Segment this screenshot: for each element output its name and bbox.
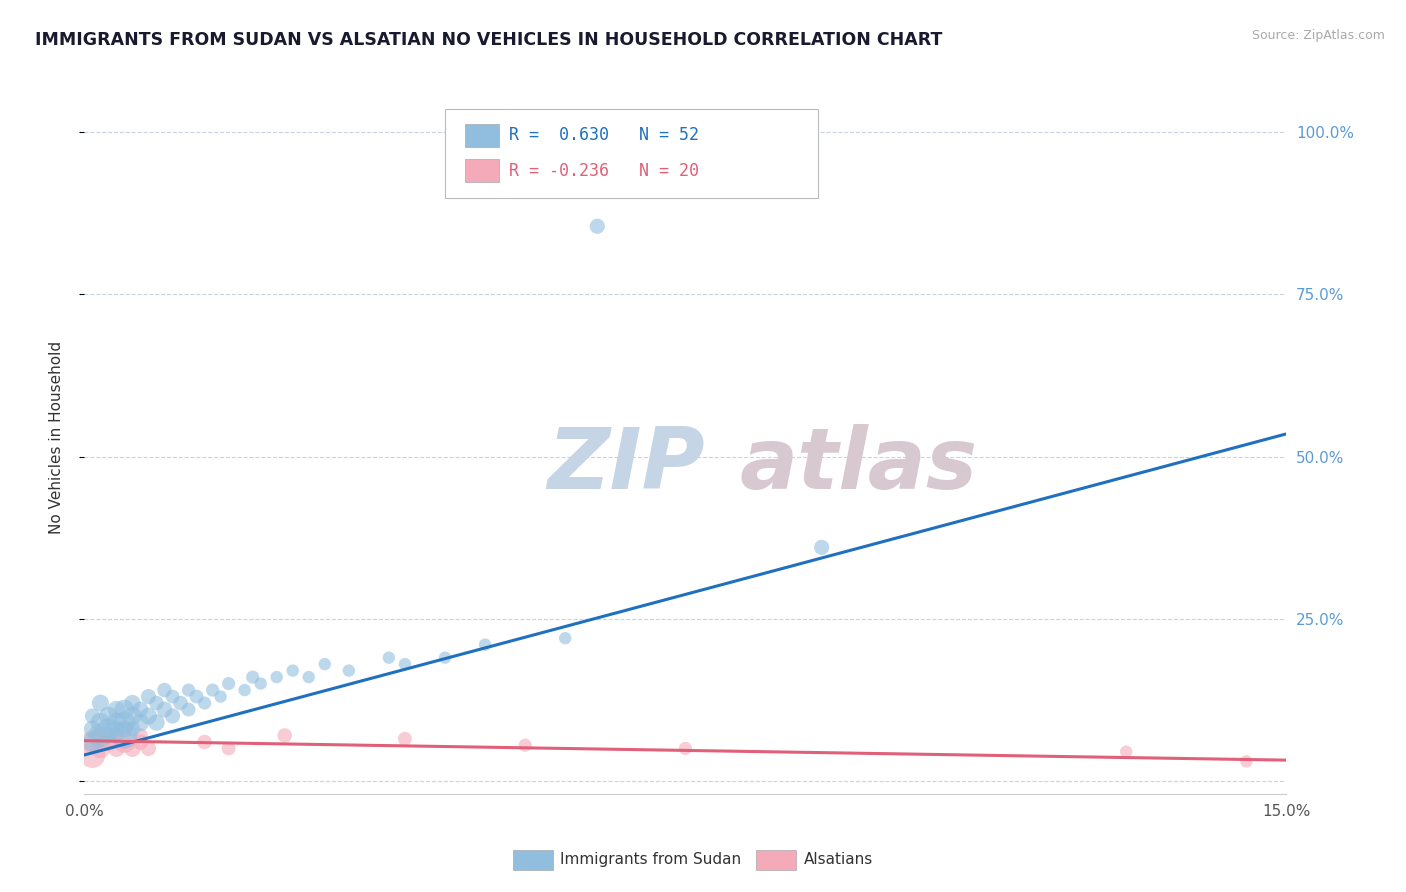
Point — [82, 747, 104, 762]
Point — [105, 715, 128, 730]
Point — [249, 676, 271, 690]
Point — [82, 735, 104, 749]
Point — [314, 657, 336, 672]
Point — [97, 735, 120, 749]
Point — [114, 729, 135, 743]
Point — [121, 696, 143, 710]
FancyBboxPatch shape — [446, 109, 818, 198]
Point — [162, 709, 184, 723]
Point — [114, 722, 135, 736]
Point — [474, 638, 496, 652]
Point — [586, 219, 609, 234]
Point — [138, 690, 160, 704]
Point — [186, 690, 208, 704]
Point — [114, 702, 135, 716]
Point — [515, 738, 537, 752]
Point — [105, 702, 128, 716]
Point — [194, 735, 217, 749]
Point — [89, 729, 111, 743]
Text: ZIP: ZIP — [547, 424, 704, 508]
Y-axis label: No Vehicles in Household: No Vehicles in Household — [49, 341, 63, 533]
Point — [274, 729, 297, 743]
Text: Immigrants from Sudan: Immigrants from Sudan — [560, 853, 741, 867]
Point — [242, 670, 264, 684]
Point — [218, 741, 240, 756]
Point — [82, 722, 104, 736]
Point — [105, 729, 128, 743]
Point — [266, 670, 288, 684]
Point — [169, 696, 191, 710]
Point — [105, 722, 128, 736]
Point — [177, 702, 200, 716]
Text: IMMIGRANTS FROM SUDAN VS ALSATIAN NO VEHICLES IN HOUSEHOLD CORRELATION CHART: IMMIGRANTS FROM SUDAN VS ALSATIAN NO VEH… — [35, 31, 942, 49]
Point — [194, 696, 217, 710]
Point — [89, 729, 111, 743]
Point — [89, 741, 111, 756]
Point — [82, 709, 104, 723]
Point — [145, 696, 167, 710]
Point — [138, 741, 160, 756]
Point — [121, 709, 143, 723]
Point — [89, 715, 111, 730]
Text: R = -0.236   N = 20: R = -0.236 N = 20 — [509, 162, 699, 180]
Text: R =  0.630   N = 52: R = 0.630 N = 52 — [509, 127, 699, 145]
Point — [129, 729, 152, 743]
Point — [394, 731, 416, 746]
Point — [121, 722, 143, 736]
Point — [105, 741, 128, 756]
Point — [129, 735, 152, 749]
Point — [554, 631, 576, 645]
Point — [201, 683, 224, 698]
Point — [114, 735, 135, 749]
Point — [209, 690, 232, 704]
Point — [218, 676, 240, 690]
Point — [114, 715, 135, 730]
Point — [97, 729, 120, 743]
Point — [138, 709, 160, 723]
Point — [121, 741, 143, 756]
Text: Source: ZipAtlas.com: Source: ZipAtlas.com — [1251, 29, 1385, 42]
Point — [281, 664, 304, 678]
Text: atlas: atlas — [740, 424, 977, 508]
Point — [810, 541, 832, 555]
Point — [162, 690, 184, 704]
Point — [129, 715, 152, 730]
Point — [89, 696, 111, 710]
Point — [233, 683, 256, 698]
Point — [1115, 745, 1137, 759]
Point — [129, 702, 152, 716]
Bar — [465, 160, 499, 182]
Point — [97, 722, 120, 736]
Point — [153, 702, 176, 716]
Point — [434, 650, 457, 665]
Bar — [465, 124, 499, 146]
Text: Alsatians: Alsatians — [804, 853, 873, 867]
Point — [298, 670, 321, 684]
Point — [153, 683, 176, 698]
Point — [145, 715, 167, 730]
Point — [675, 741, 697, 756]
Point — [1234, 755, 1257, 769]
Point — [177, 683, 200, 698]
Point — [394, 657, 416, 672]
Point — [378, 650, 401, 665]
Point — [97, 709, 120, 723]
Point — [337, 664, 360, 678]
Point — [82, 735, 104, 749]
